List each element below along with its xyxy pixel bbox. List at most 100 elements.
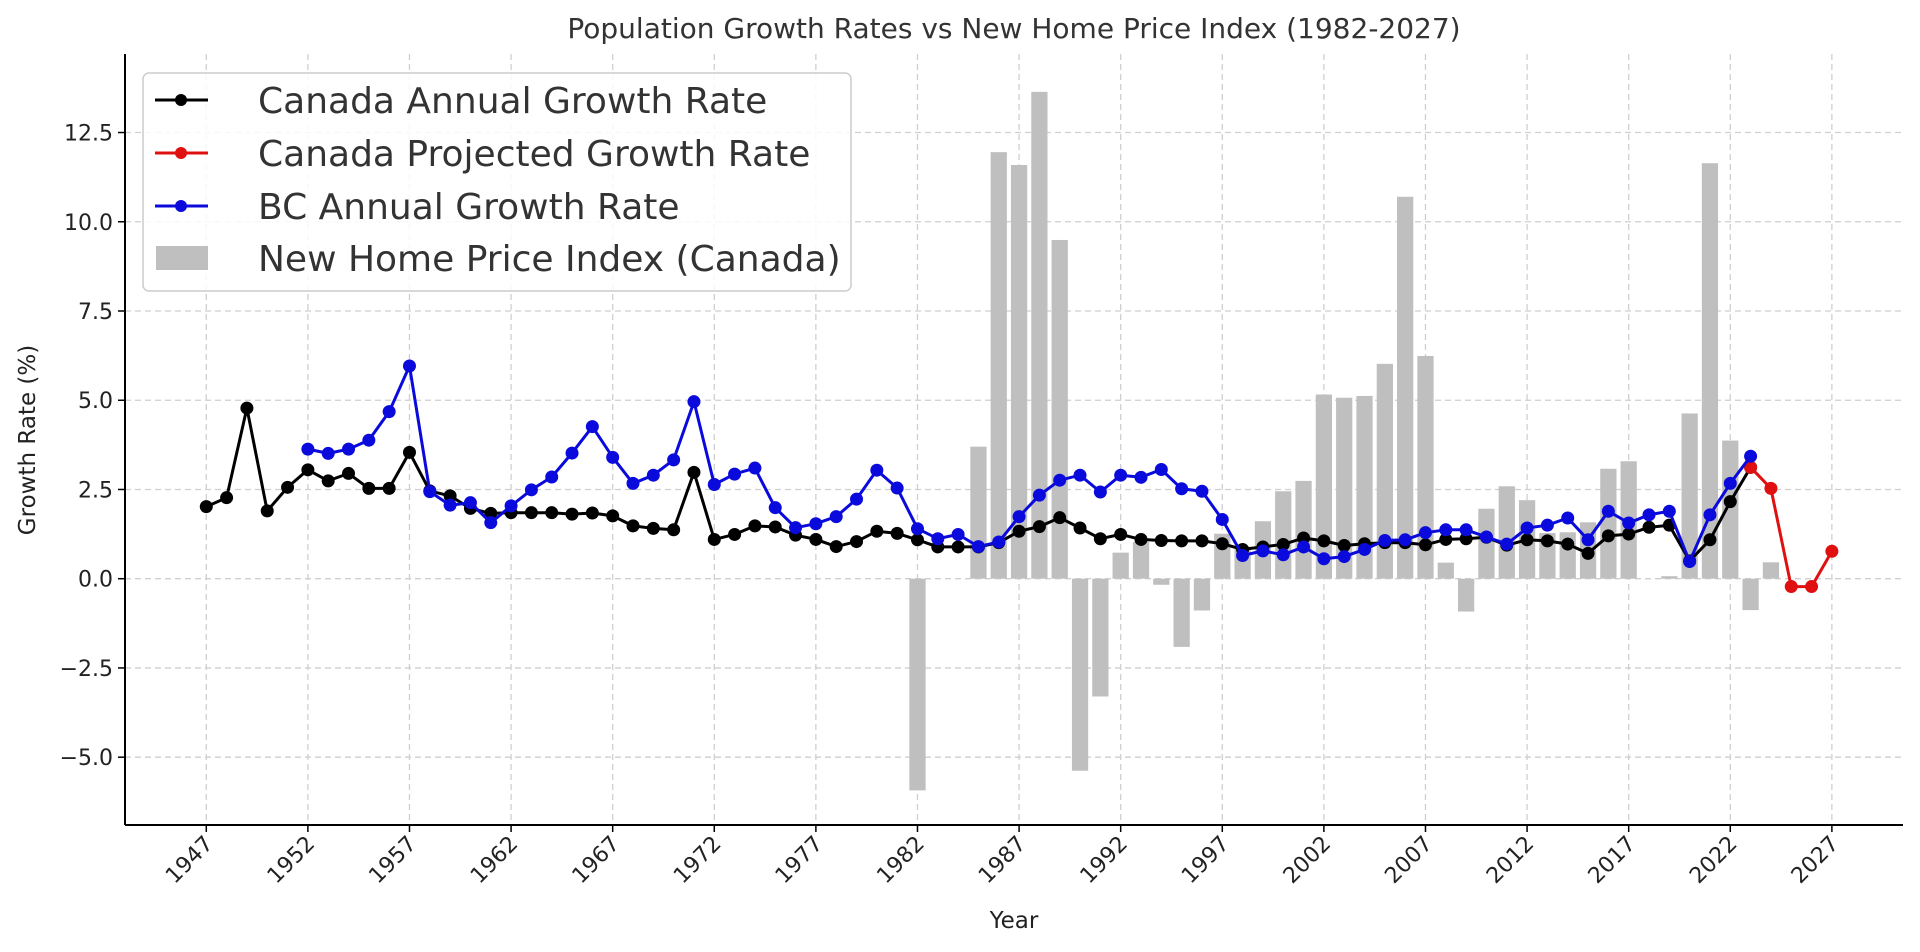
bc-annual-growth-rate-point bbox=[1317, 552, 1331, 566]
canada-annual-growth-rate-point bbox=[260, 504, 274, 518]
bc-annual-growth-rate-point bbox=[1093, 485, 1107, 499]
bc-annual-growth-rate-point bbox=[687, 395, 701, 409]
bc-annual-growth-rate-point bbox=[951, 527, 965, 541]
line-series bbox=[199, 359, 1839, 594]
x-tick-label: 2002 bbox=[1279, 832, 1336, 889]
canada-projected-growth-rate-point bbox=[1744, 460, 1758, 474]
legend-label: BC Annual Growth Rate bbox=[258, 187, 680, 228]
bc-annual-growth-rate-point bbox=[1479, 530, 1493, 544]
bc-annual-growth-rate-point bbox=[1561, 511, 1575, 525]
canada-annual-growth-rate-point bbox=[809, 532, 823, 546]
canada-annual-growth-rate-point bbox=[1276, 537, 1290, 551]
price-index-bar bbox=[1600, 468, 1617, 579]
price-index-bar bbox=[909, 578, 926, 791]
price-index-bar bbox=[1112, 552, 1129, 579]
bc-annual-growth-rate-point bbox=[1358, 542, 1372, 556]
canada-annual-growth-rate-point bbox=[1581, 546, 1595, 560]
y-tick-label: −5.0 bbox=[60, 746, 113, 771]
price-index-bar bbox=[1193, 578, 1211, 611]
bc-annual-growth-rate-point bbox=[1012, 510, 1026, 524]
canada-annual-growth-rate-point bbox=[1723, 495, 1737, 509]
canada-annual-growth-rate-point bbox=[890, 526, 904, 540]
x-tick-label: 1997 bbox=[1177, 832, 1234, 889]
canada-annual-growth-rate-point bbox=[1561, 537, 1575, 551]
canada-annual-growth-rate-point bbox=[1642, 520, 1656, 534]
bc-annual-growth-rate-point bbox=[1581, 533, 1595, 547]
bc-annual-growth-rate-point bbox=[707, 477, 721, 491]
x-tick-label: 2012 bbox=[1482, 832, 1539, 889]
price-index-bar bbox=[1376, 363, 1393, 579]
canada-annual-growth-rate-point bbox=[321, 474, 335, 488]
canada-annual-growth-rate-point bbox=[870, 524, 884, 538]
legend-label: New Home Price Index (Canada) bbox=[258, 239, 841, 280]
x-tick-label: 1987 bbox=[974, 832, 1031, 889]
canada-annual-growth-rate-point bbox=[728, 527, 742, 541]
bc-annual-growth-rate-point bbox=[789, 521, 803, 535]
bar-series bbox=[909, 91, 1780, 791]
canada-annual-growth-rate-point bbox=[748, 519, 762, 533]
canada-annual-growth-rate-point bbox=[707, 532, 721, 546]
canada-annual-growth-rate-point bbox=[1317, 534, 1331, 548]
bc-annual-growth-rate-point bbox=[382, 405, 396, 419]
price-index-bar bbox=[1742, 578, 1759, 611]
canada-annual-growth-rate-point bbox=[1053, 511, 1067, 525]
y-tick-label: 2.5 bbox=[78, 478, 113, 503]
bc-annual-growth-rate-point bbox=[1683, 555, 1697, 569]
canada-annual-growth-rate-point bbox=[768, 520, 782, 534]
bc-annual-growth-rate-point bbox=[646, 468, 660, 482]
legend: Canada Annual Growth Rate Canada Project… bbox=[142, 72, 852, 292]
chart-title: Population Growth Rates vs New Home Pric… bbox=[567, 12, 1460, 45]
bc-annual-growth-rate-point bbox=[748, 461, 762, 475]
x-tick-label: 2022 bbox=[1685, 832, 1742, 889]
canada-annual-growth-rate-point bbox=[667, 523, 681, 537]
x-tick-label: 2017 bbox=[1584, 832, 1641, 889]
bc-annual-growth-rate-point bbox=[1601, 504, 1615, 518]
price-index-bar bbox=[1315, 394, 1333, 579]
bc-annual-growth-rate-point bbox=[1175, 482, 1189, 496]
x-tick-label: 1957 bbox=[364, 832, 421, 889]
price-index-bar bbox=[1661, 576, 1678, 579]
canada-annual-growth-rate-point bbox=[829, 540, 843, 554]
price-index-bar bbox=[1701, 163, 1719, 579]
bc-annual-growth-rate-point bbox=[728, 467, 742, 481]
axes bbox=[124, 54, 1903, 826]
bc-annual-growth-rate-point bbox=[850, 492, 864, 506]
canada-annual-growth-rate-point bbox=[951, 540, 965, 554]
price-index-bar bbox=[1457, 578, 1475, 612]
bc-annual-growth-rate-point bbox=[890, 481, 904, 495]
bc-annual-growth-rate-point bbox=[1520, 521, 1534, 535]
y-tick-label: 10.0 bbox=[64, 211, 113, 236]
bc-annual-growth-rate-point bbox=[626, 476, 640, 490]
price-index-bar bbox=[1132, 541, 1150, 579]
bc-annual-growth-rate-point bbox=[971, 540, 985, 554]
canada-annual-growth-rate-point bbox=[545, 506, 559, 520]
bc-annual-growth-rate-point bbox=[1073, 468, 1087, 482]
canada-annual-growth-rate-point bbox=[362, 481, 376, 495]
canada-annual-growth-rate-point bbox=[910, 533, 924, 547]
bc-annual-growth-rate-point bbox=[1276, 548, 1290, 562]
canada-annual-growth-rate-point bbox=[1012, 524, 1026, 538]
canada-annual-growth-rate-point bbox=[1215, 537, 1229, 551]
bc-annual-growth-rate-point bbox=[565, 446, 579, 460]
canada-annual-growth-rate-point bbox=[1540, 534, 1554, 548]
price-index-bar bbox=[1031, 91, 1048, 579]
price-index-bar bbox=[970, 446, 987, 579]
canada-annual-growth-rate-point bbox=[585, 506, 599, 520]
canada-annual-growth-rate-point bbox=[199, 500, 213, 514]
y-tick-label: −2.5 bbox=[60, 657, 113, 682]
bc-annual-growth-rate-point bbox=[342, 442, 356, 456]
bc-annual-growth-rate-point bbox=[524, 483, 538, 497]
bc-annual-growth-rate-point bbox=[1703, 508, 1717, 522]
canada-annual-growth-rate-point bbox=[1703, 533, 1717, 547]
bc-annual-growth-rate-point bbox=[1236, 549, 1250, 563]
y-axis-title: Growth Rate (%) bbox=[15, 345, 41, 535]
price-index-bar bbox=[1498, 486, 1515, 579]
canada-annual-growth-rate-point bbox=[687, 465, 701, 479]
canada-annual-growth-rate-point bbox=[1622, 527, 1636, 541]
price-index-bar bbox=[1295, 480, 1312, 579]
bc-annual-growth-rate-point bbox=[809, 517, 823, 531]
bc-annual-growth-rate-point bbox=[1723, 476, 1737, 490]
bc-annual-growth-rate-point bbox=[1622, 516, 1636, 530]
price-index-bar bbox=[1071, 578, 1089, 771]
canada-annual-growth-rate-point bbox=[342, 466, 356, 480]
